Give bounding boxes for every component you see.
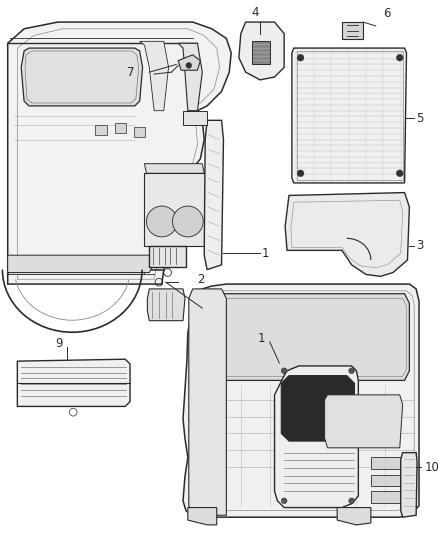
Polygon shape <box>371 475 405 487</box>
Circle shape <box>349 368 354 374</box>
Text: 4: 4 <box>251 6 259 19</box>
Circle shape <box>281 498 287 504</box>
Polygon shape <box>371 491 405 503</box>
Circle shape <box>396 170 403 176</box>
Polygon shape <box>281 376 354 441</box>
Polygon shape <box>401 453 417 517</box>
Text: 6: 6 <box>383 7 391 20</box>
Polygon shape <box>188 507 217 525</box>
Polygon shape <box>178 55 200 70</box>
Circle shape <box>297 54 304 61</box>
Polygon shape <box>8 22 231 284</box>
Bar <box>115 123 126 133</box>
Polygon shape <box>145 164 204 173</box>
Text: 5: 5 <box>416 112 424 125</box>
Circle shape <box>281 368 287 374</box>
Text: 3: 3 <box>416 239 424 252</box>
Bar <box>134 127 145 136</box>
Polygon shape <box>21 48 142 106</box>
Polygon shape <box>8 260 145 274</box>
Circle shape <box>349 498 354 504</box>
Polygon shape <box>202 294 410 381</box>
Text: 7: 7 <box>127 66 135 79</box>
Polygon shape <box>8 255 154 272</box>
Polygon shape <box>149 246 186 266</box>
Circle shape <box>146 206 177 237</box>
Circle shape <box>186 62 192 68</box>
Text: 1: 1 <box>262 247 269 260</box>
Polygon shape <box>371 457 405 469</box>
Text: 2: 2 <box>198 273 205 286</box>
Text: 10: 10 <box>425 461 438 474</box>
Polygon shape <box>145 173 207 246</box>
Polygon shape <box>325 395 403 448</box>
Circle shape <box>396 54 403 61</box>
Text: 1: 1 <box>258 333 265 345</box>
Polygon shape <box>183 284 419 517</box>
Text: 9: 9 <box>55 337 63 350</box>
Polygon shape <box>342 22 363 39</box>
Polygon shape <box>178 43 202 111</box>
Polygon shape <box>252 42 270 64</box>
Polygon shape <box>239 22 284 80</box>
Bar <box>95 125 107 135</box>
Polygon shape <box>147 289 185 321</box>
Polygon shape <box>285 192 410 277</box>
Polygon shape <box>204 120 223 270</box>
Circle shape <box>173 206 203 237</box>
Polygon shape <box>183 111 207 125</box>
Polygon shape <box>18 359 130 407</box>
Polygon shape <box>275 366 358 507</box>
Polygon shape <box>140 42 169 111</box>
Polygon shape <box>189 289 226 515</box>
Polygon shape <box>292 48 406 183</box>
Polygon shape <box>337 507 371 525</box>
Circle shape <box>297 170 304 176</box>
